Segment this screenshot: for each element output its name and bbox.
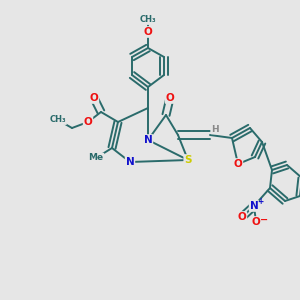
Text: N: N [250, 201, 258, 211]
Text: O: O [234, 159, 242, 169]
Text: N: N [144, 135, 152, 145]
Text: S: S [184, 155, 192, 165]
Text: O: O [238, 212, 246, 222]
Text: O: O [252, 217, 260, 227]
Text: O: O [166, 93, 174, 103]
Text: H: H [211, 124, 219, 134]
Text: O: O [84, 117, 92, 127]
Text: O: O [90, 93, 98, 103]
Text: −: − [260, 215, 268, 225]
Text: O: O [144, 27, 152, 37]
Text: N: N [126, 157, 134, 167]
Text: +: + [257, 196, 263, 206]
Text: CH₃: CH₃ [50, 116, 66, 124]
Text: CH₃: CH₃ [140, 16, 156, 25]
Text: Me: Me [88, 154, 104, 163]
